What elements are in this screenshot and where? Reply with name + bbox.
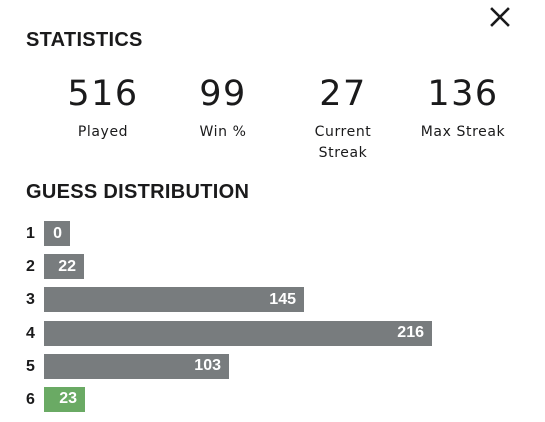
distribution-bar-2: 22	[44, 254, 84, 280]
stat-win-percent-label: Win %	[199, 124, 247, 140]
close-icon	[490, 7, 510, 27]
distribution-bar-4: 216	[44, 320, 432, 346]
stat-max-streak-label: Max Streak	[420, 124, 506, 140]
distribution-count: 103	[194, 357, 221, 375]
distribution-bar-3: 145	[44, 287, 304, 313]
stat-current-streak-label: Current Streak	[314, 124, 372, 161]
distribution-row-3: 3 145	[26, 287, 526, 313]
guess-number: 1	[26, 225, 35, 242]
guess-distribution-heading: GUESS DISTRIBUTION	[26, 181, 250, 203]
stat-played-label: Played	[77, 124, 129, 140]
distribution-row-5: 5 103	[26, 353, 526, 379]
stat-win-percent: 99 Win %	[163, 74, 283, 164]
guess-number: 6	[26, 390, 35, 408]
stat-max-streak: 136 Max Streak	[403, 74, 523, 164]
distribution-count: 216	[397, 324, 424, 342]
guess-number: 5	[26, 357, 35, 375]
stat-played-value: 516	[67, 74, 139, 114]
statistics-heading: STATISTICS	[26, 29, 143, 51]
distribution-row-6: 6 23	[26, 386, 526, 412]
stat-win-percent-value: 99	[199, 74, 247, 114]
stat-current-streak-value: 27	[319, 74, 367, 114]
distribution-row-4: 4 216	[26, 320, 526, 346]
distribution-count: 23	[59, 390, 77, 408]
distribution-count: 145	[269, 290, 296, 308]
distribution-count: 22	[58, 257, 76, 275]
stat-current-streak: 27 Current Streak	[283, 74, 403, 164]
distribution-bar-1: 0	[44, 221, 70, 246]
stat-max-streak-value: 136	[427, 74, 499, 114]
guess-number: 2	[26, 258, 35, 276]
stats-container: 516 Played 99 Win % 27 Current Streak 13…	[43, 74, 523, 164]
guess-number: 3	[26, 291, 35, 309]
distribution-bar-5: 103	[44, 353, 229, 379]
distribution-bar-6: 23	[44, 386, 85, 412]
distribution-row-2: 2 22	[26, 254, 526, 280]
stat-played: 516 Played	[43, 74, 163, 164]
guess-number: 4	[26, 324, 35, 342]
guess-distribution: 1 0 2 22 3 145 4 216 5 103 6 23	[26, 221, 526, 420]
close-button[interactable]	[487, 4, 513, 30]
distribution-count: 0	[53, 224, 62, 242]
